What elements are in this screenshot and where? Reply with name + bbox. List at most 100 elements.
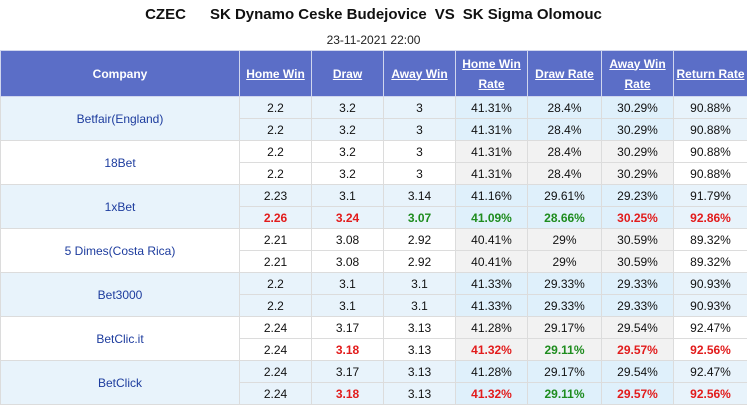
away-win-cell: 2.92	[384, 229, 456, 251]
home-win-cell: 2.24	[240, 383, 312, 405]
col-return-rate-label: Return Rate	[676, 67, 744, 81]
away-win-rate-cell: 30.29%	[602, 119, 674, 141]
return-rate-cell: 91.79%	[674, 185, 747, 207]
away-win-rate-cell: 29.33%	[602, 273, 674, 295]
away-win-cell: 3	[384, 141, 456, 163]
draw-cell: 3.1	[312, 295, 384, 317]
table-row: BetClic.it 2.24 3.17 3.13 41.28% 29.17% …	[1, 317, 747, 339]
return-rate-cell: 92.47%	[674, 361, 747, 383]
draw-rate-cell: 29.17%	[528, 317, 602, 339]
away-win-rate-cell: 29.33%	[602, 295, 674, 317]
home-team: SK Dynamo Ceske Budejovice	[210, 6, 427, 23]
col-away-win-label: Away Win	[391, 67, 447, 81]
draw-cell: 3.08	[312, 251, 384, 273]
company-name[interactable]: 5 Dimes(Costa Rica)	[1, 229, 240, 273]
draw-rate-cell: 29.11%	[528, 383, 602, 405]
company-name[interactable]: BetClick	[1, 361, 240, 405]
league-name: CZEC	[145, 6, 186, 23]
away-win-cell: 2.92	[384, 251, 456, 273]
away-win-rate-cell: 30.25%	[602, 207, 674, 229]
away-win-cell: 3	[384, 97, 456, 119]
table-row: 5 Dimes(Costa Rica) 2.21 3.08 2.92 40.41…	[1, 229, 747, 251]
home-win-cell: 2.24	[240, 361, 312, 383]
away-win-cell: 3.13	[384, 317, 456, 339]
home-win-cell: 2.2	[240, 141, 312, 163]
home-win-cell: 2.2	[240, 163, 312, 185]
return-rate-cell: 92.56%	[674, 339, 747, 361]
draw-cell: 3.2	[312, 163, 384, 185]
return-rate-cell: 90.88%	[674, 163, 747, 185]
away-win-rate-cell: 30.29%	[602, 163, 674, 185]
draw-cell: 3.24	[312, 207, 384, 229]
draw-rate-cell: 28.66%	[528, 207, 602, 229]
return-rate-cell: 90.93%	[674, 273, 747, 295]
home-win-rate-cell: 41.28%	[456, 317, 528, 339]
away-win-rate-cell: 29.54%	[602, 317, 674, 339]
col-draw-rate[interactable]: Draw Rate	[528, 51, 602, 97]
return-rate-cell: 90.88%	[674, 119, 747, 141]
draw-cell: 3.1	[312, 185, 384, 207]
return-rate-cell: 92.56%	[674, 383, 747, 405]
home-win-rate-cell: 41.33%	[456, 295, 528, 317]
col-away-win-rate-label-2: Rate	[624, 77, 650, 91]
away-win-cell: 3.13	[384, 383, 456, 405]
home-win-cell: 2.26	[240, 207, 312, 229]
home-win-rate-cell: 41.31%	[456, 97, 528, 119]
home-win-rate-cell: 40.41%	[456, 251, 528, 273]
home-win-rate-cell: 41.31%	[456, 163, 528, 185]
company-name[interactable]: Bet3000	[1, 273, 240, 317]
table-row: 18Bet 2.2 3.2 3 41.31% 28.4% 30.29% 90.8…	[1, 141, 747, 163]
away-win-rate-cell: 29.57%	[602, 383, 674, 405]
draw-cell: 3.2	[312, 141, 384, 163]
col-home-win-label: Home Win	[246, 67, 305, 81]
home-win-cell: 2.2	[240, 273, 312, 295]
draw-rate-cell: 28.4%	[528, 97, 602, 119]
away-win-cell: 3	[384, 163, 456, 185]
col-away-win[interactable]: Away Win	[384, 51, 456, 97]
home-win-cell: 2.2	[240, 97, 312, 119]
return-rate-cell: 90.88%	[674, 141, 747, 163]
draw-cell: 3.17	[312, 317, 384, 339]
home-win-cell: 2.24	[240, 339, 312, 361]
away-win-cell: 3.07	[384, 207, 456, 229]
col-home-win[interactable]: Home Win	[240, 51, 312, 97]
return-rate-cell: 89.32%	[674, 229, 747, 251]
return-rate-cell: 90.88%	[674, 97, 747, 119]
away-win-rate-cell: 29.54%	[602, 361, 674, 383]
home-win-cell: 2.2	[240, 119, 312, 141]
return-rate-cell: 89.32%	[674, 251, 747, 273]
draw-cell: 3.18	[312, 339, 384, 361]
home-win-cell: 2.23	[240, 185, 312, 207]
away-win-cell: 3	[384, 119, 456, 141]
home-win-rate-cell: 41.09%	[456, 207, 528, 229]
col-away-win-rate-label-1: Away Win	[609, 57, 665, 71]
company-name[interactable]: 1xBet	[1, 185, 240, 229]
col-return-rate[interactable]: Return Rate	[674, 51, 747, 97]
return-rate-cell: 92.47%	[674, 317, 747, 339]
col-away-win-rate[interactable]: Away Win Rate	[602, 51, 674, 97]
home-win-rate-cell: 41.28%	[456, 361, 528, 383]
draw-rate-cell: 28.4%	[528, 141, 602, 163]
col-draw[interactable]: Draw	[312, 51, 384, 97]
draw-cell: 3.17	[312, 361, 384, 383]
draw-rate-cell: 29.11%	[528, 339, 602, 361]
away-win-rate-cell: 30.59%	[602, 251, 674, 273]
home-win-rate-cell: 41.16%	[456, 185, 528, 207]
away-team: SK Sigma Olomouc	[463, 6, 602, 23]
table-row: BetClick 2.24 3.17 3.13 41.28% 29.17% 29…	[1, 361, 747, 383]
col-draw-rate-label: Draw Rate	[535, 67, 594, 81]
away-win-cell: 3.1	[384, 273, 456, 295]
away-win-rate-cell: 30.29%	[602, 141, 674, 163]
col-company: Company	[1, 51, 240, 97]
draw-cell: 3.1	[312, 273, 384, 295]
away-win-cell: 3.1	[384, 295, 456, 317]
company-name[interactable]: 18Bet	[1, 141, 240, 185]
home-win-cell: 2.21	[240, 229, 312, 251]
company-name[interactable]: BetClic.it	[1, 317, 240, 361]
table-row: Bet3000 2.2 3.1 3.1 41.33% 29.33% 29.33%…	[1, 273, 747, 295]
company-name[interactable]: Betfair(England)	[1, 97, 240, 141]
